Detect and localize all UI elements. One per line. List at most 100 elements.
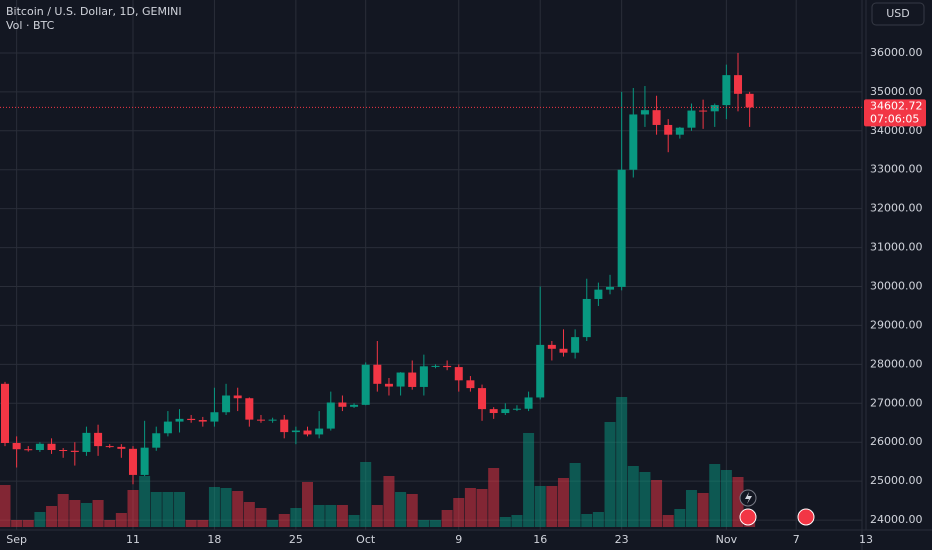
candle-body xyxy=(152,433,161,448)
candle-body xyxy=(12,442,21,450)
candle-body xyxy=(722,75,731,106)
volume-bar xyxy=(92,500,104,527)
y-tick-label: 34000.00 xyxy=(870,124,923,137)
candle-body xyxy=(664,124,673,135)
candle-body xyxy=(419,366,428,387)
candle-body xyxy=(140,447,149,475)
flag-icon[interactable] xyxy=(739,508,757,526)
volume-bar xyxy=(430,520,441,527)
candle-body xyxy=(699,110,708,112)
volume-bar xyxy=(80,503,92,527)
currency-button[interactable] xyxy=(871,2,925,26)
candle-body xyxy=(454,367,463,381)
flag-icon[interactable] xyxy=(797,508,815,526)
candle-body xyxy=(338,402,347,407)
volume-bar xyxy=(488,468,500,527)
volume-bar xyxy=(569,463,581,527)
candle-body xyxy=(396,372,405,387)
candle-body xyxy=(745,93,754,108)
candle-body xyxy=(117,446,126,449)
x-tick-label: Sep xyxy=(6,533,27,546)
candle-body xyxy=(59,450,68,452)
volume-bar xyxy=(697,493,709,527)
volume-bar xyxy=(557,478,569,527)
candle-body xyxy=(47,443,56,451)
volume-bar xyxy=(255,508,267,527)
volume-bar xyxy=(406,494,418,527)
volume-bar xyxy=(371,505,383,527)
volume-bar xyxy=(395,492,407,527)
volume-bar xyxy=(662,515,674,527)
y-tick-label: 25000.00 xyxy=(870,474,923,487)
candle-body xyxy=(629,114,638,170)
volume-bar xyxy=(360,462,372,527)
volume-bar xyxy=(546,486,558,527)
candle-body xyxy=(210,412,219,422)
candle-body xyxy=(373,364,382,384)
y-tick-label: 36000.00 xyxy=(870,46,923,59)
chart-title: Bitcoin / U.S. Dollar, 1D, GEMINI xyxy=(6,5,182,18)
volume-bar xyxy=(383,476,395,527)
candle-body xyxy=(536,344,545,398)
candle-body xyxy=(734,75,743,94)
y-tick-label: 33000.00 xyxy=(870,163,923,176)
volume-bar xyxy=(464,488,476,527)
volume-bar xyxy=(499,517,511,527)
volume-bar xyxy=(627,466,639,527)
x-tick-label: Oct xyxy=(356,533,376,546)
volume-bar xyxy=(46,506,58,527)
candle-body xyxy=(233,395,242,399)
volume-bar xyxy=(336,505,348,527)
volume-bar xyxy=(185,520,197,527)
x-tick-label: 13 xyxy=(859,533,873,546)
candle-body xyxy=(82,432,91,452)
candle-body xyxy=(94,432,103,447)
candle-body xyxy=(175,418,184,422)
candle-body xyxy=(710,105,719,112)
volume-bar xyxy=(302,482,314,527)
y-tick-label: 32000.00 xyxy=(870,202,923,215)
volume-bar xyxy=(127,490,139,527)
volume-bar xyxy=(674,509,686,527)
candle-body xyxy=(617,169,626,287)
currency[interactable]: USD xyxy=(886,7,910,20)
candle-body xyxy=(198,420,207,422)
last-price-label: 34602.72 xyxy=(870,99,923,112)
candle-body xyxy=(384,383,393,387)
x-tick-label: 23 xyxy=(615,533,629,546)
candle-body xyxy=(408,372,417,387)
candle-body xyxy=(291,430,300,433)
volume-bar xyxy=(592,512,604,527)
volume-bar xyxy=(0,485,11,527)
candle-body xyxy=(280,419,289,433)
y-tick-label: 35000.00 xyxy=(870,85,923,98)
candle-body xyxy=(105,446,114,448)
candle-body xyxy=(222,395,231,413)
candle-body xyxy=(245,398,254,420)
volume-bar xyxy=(115,513,127,527)
candle-body xyxy=(478,388,487,410)
candle-body xyxy=(547,344,556,349)
volume-bar xyxy=(639,472,651,527)
y-tick-label: 27000.00 xyxy=(870,396,923,409)
volume-bar xyxy=(278,514,290,527)
candle-body xyxy=(582,298,591,338)
candle-body xyxy=(163,421,172,434)
candle-body xyxy=(268,419,277,421)
volume-bar xyxy=(581,514,593,527)
candle-body xyxy=(606,286,615,290)
volume-bar xyxy=(348,515,360,527)
volume-bar xyxy=(22,520,34,527)
candle-body xyxy=(489,409,498,414)
y-tick-label: 26000.00 xyxy=(870,435,923,448)
candle-body xyxy=(687,110,696,128)
volume-bar xyxy=(208,487,220,527)
volume-bar xyxy=(476,489,488,527)
y-tick-label: 31000.00 xyxy=(870,241,923,254)
volume-label: Vol · BTC xyxy=(6,19,55,32)
volume-bar xyxy=(150,492,162,527)
candle-body xyxy=(187,418,196,421)
volume-bar xyxy=(290,508,302,527)
candle-body xyxy=(559,348,568,353)
